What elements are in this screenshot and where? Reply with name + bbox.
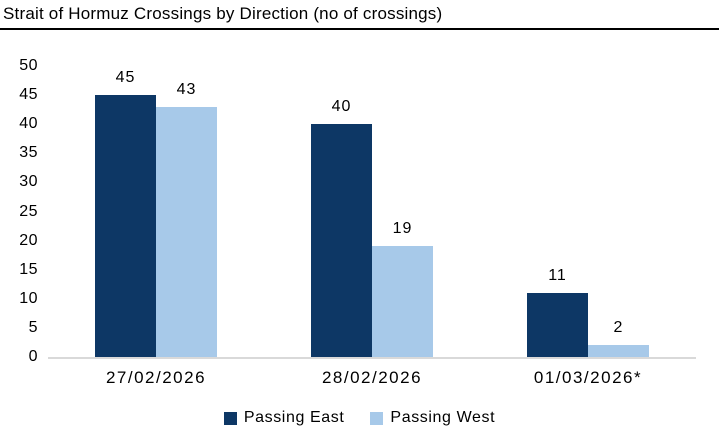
y-axis-tick-label: 40: [19, 115, 38, 133]
bar-passing-east: [527, 293, 588, 357]
legend-swatch-passing-west: [370, 411, 384, 425]
chart-title: Strait of Hormuz Crossings by Direction …: [3, 4, 443, 23]
y-axis-tick-label: 30: [19, 173, 38, 191]
bar-value-label: 2: [613, 319, 624, 336]
bar-value-label: 19: [392, 220, 413, 237]
bar-passing-east: [311, 124, 372, 357]
y-axis-tick-label: 35: [19, 144, 38, 162]
legend-item-passing-east: Passing East: [223, 409, 345, 427]
bar-passing-west: [588, 345, 649, 357]
y-axis-tick-label: 45: [19, 86, 38, 104]
y-axis-tick-label: 15: [19, 260, 38, 278]
legend: Passing East Passing West: [0, 409, 719, 427]
bar-value-label: 43: [176, 81, 197, 98]
y-axis-tick-label: 20: [19, 231, 38, 249]
x-axis-baseline: [48, 357, 696, 359]
bar-passing-west: [156, 107, 217, 357]
bar-value-label: 40: [331, 98, 352, 115]
x-axis-category-label: 01/03/2026*: [533, 368, 643, 387]
legend-label: Passing East: [243, 409, 345, 426]
legend-label: Passing West: [390, 409, 496, 426]
y-axis-tick-label: 10: [19, 289, 38, 307]
y-axis-tick-label: 25: [19, 202, 38, 220]
bar-passing-west: [372, 246, 433, 357]
y-axis-tick-label: 0: [28, 348, 38, 365]
x-axis-category-label: 27/02/2026: [105, 368, 207, 387]
bar-passing-east: [95, 95, 156, 357]
bar-value-label: 11: [548, 267, 567, 284]
title-underline: [0, 28, 719, 30]
bar-value-label: 45: [115, 69, 136, 86]
y-axis-tick-label: 5: [28, 318, 38, 336]
legend-swatch-passing-east: [223, 411, 237, 425]
x-axis-category-label: 28/02/2026: [321, 368, 423, 387]
legend-item-passing-west: Passing West: [370, 409, 495, 427]
y-axis-tick-label: 50: [19, 57, 38, 74]
